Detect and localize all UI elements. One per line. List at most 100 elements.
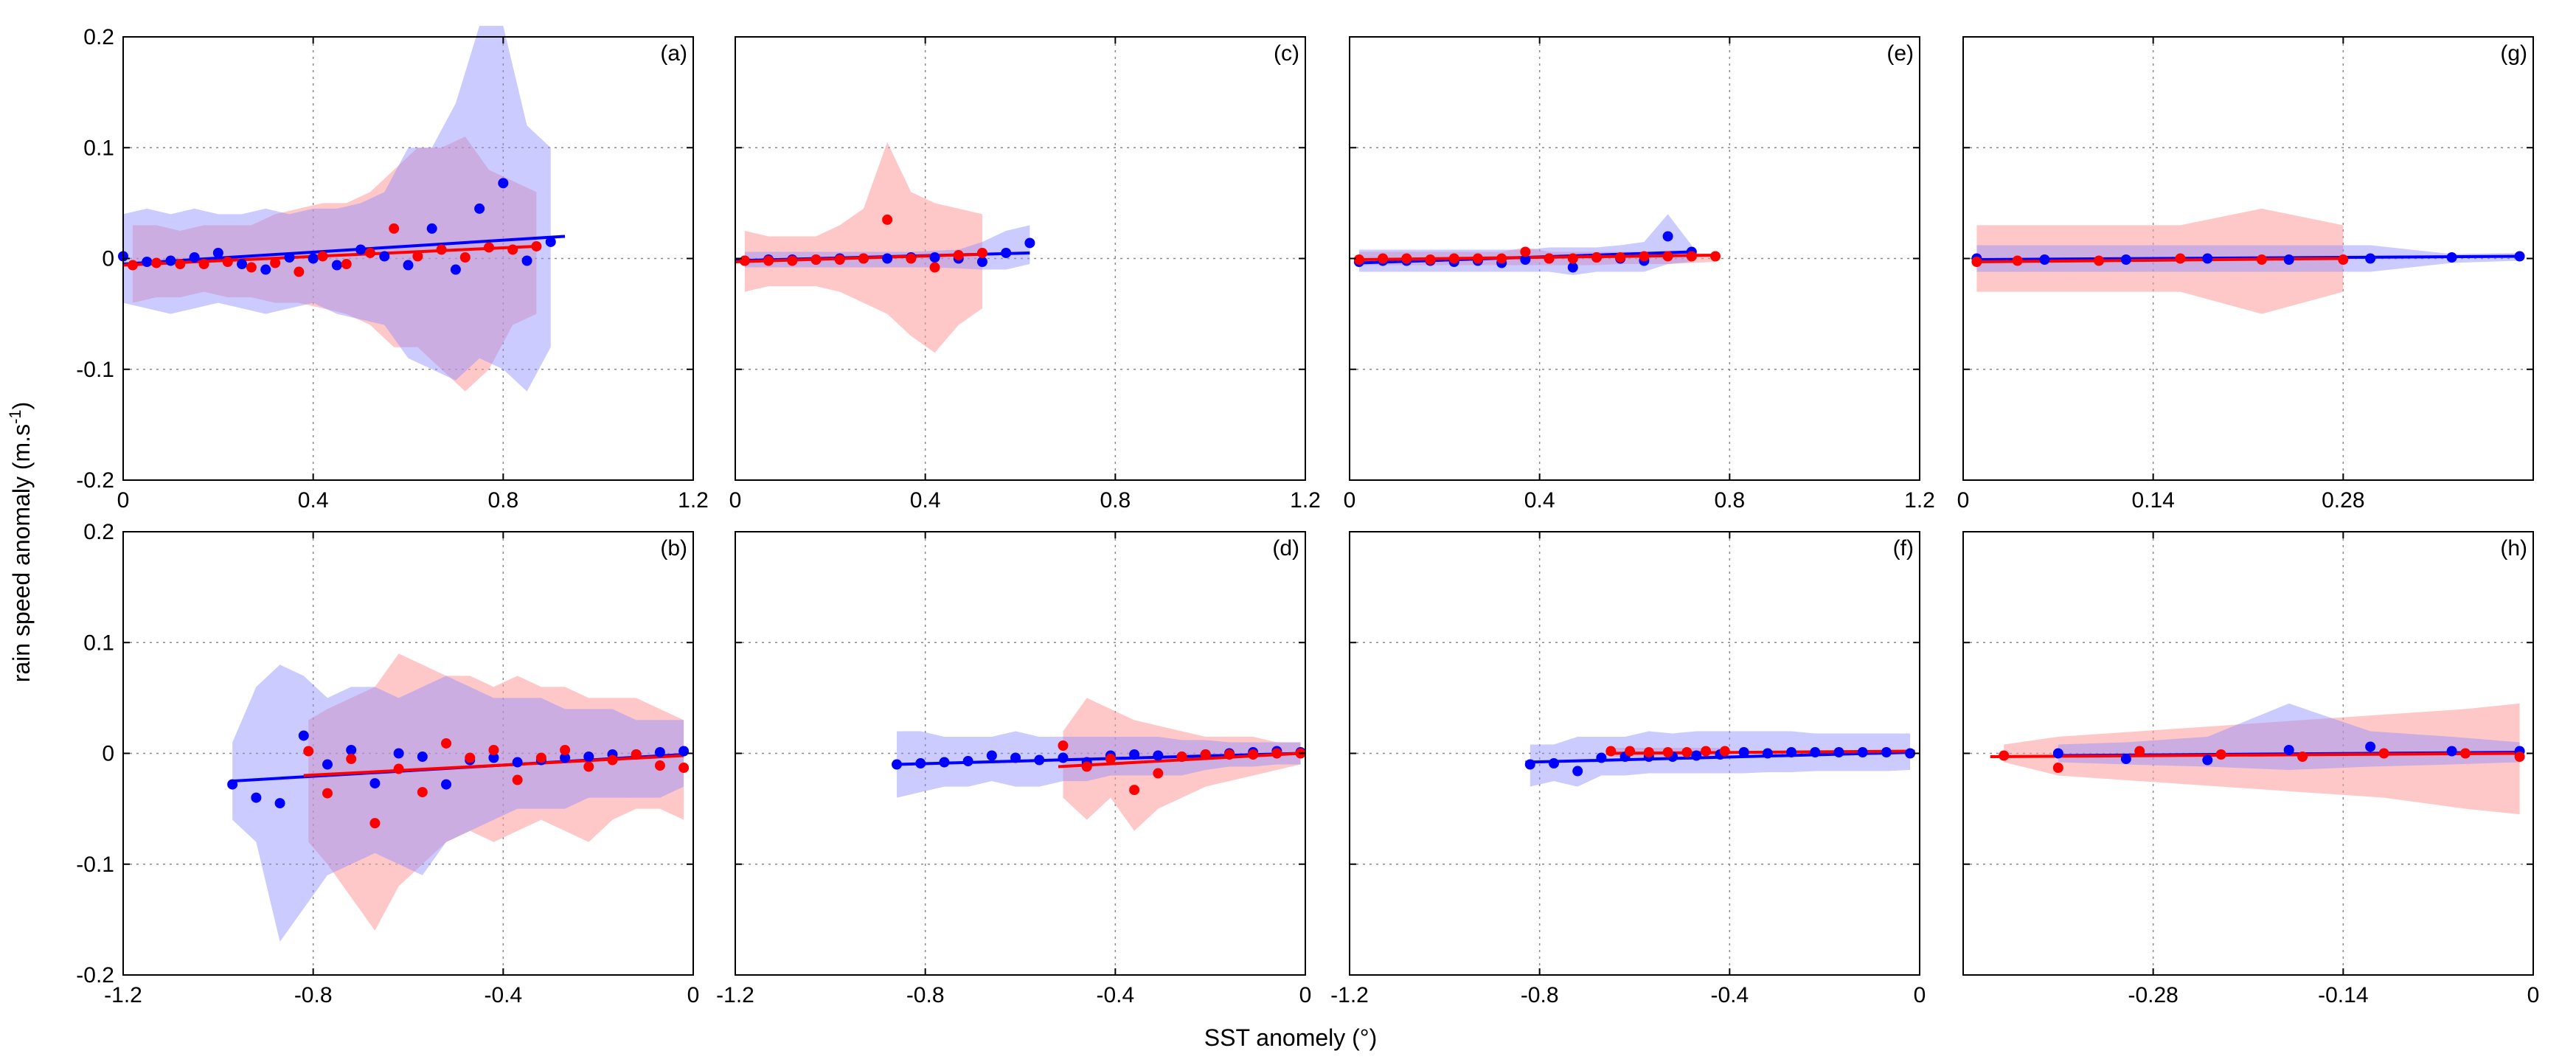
data-point-blue [2283,254,2294,266]
data-point-red [1378,253,1389,264]
data-point-red [2094,255,2105,266]
data-point-blue [393,748,404,759]
data-point-red [484,242,495,253]
x-tick-label: 0.4 [298,488,329,513]
x-tick-label: -1.2 [716,983,754,1007]
x-tick-label: 1.2 [1290,488,1321,513]
fit-line-red [122,244,537,267]
data-point-blue [1738,746,1749,757]
data-point-blue [1662,231,1673,242]
x-tick-label: -0.8 [294,983,333,1007]
band-red [2004,703,2520,815]
data-point-red [441,738,452,749]
data-point-blue [976,257,987,268]
data-point-red [531,240,542,251]
data-point-blue [678,746,690,757]
data-point-blue [251,792,262,803]
data-point-blue [1058,752,1069,763]
data-point-red [2256,254,2267,266]
fit-line-red [1976,257,2344,264]
data-point-red [1271,748,1282,759]
panel-d: -1.2 -0.8 -0.4 0 (d) [716,531,1312,1007]
data-point-blue [1024,237,1035,249]
x-tick-label: 0.4 [910,488,941,513]
data-point-red [535,752,546,763]
data-point-blue [1034,754,1045,766]
data-point-blue [2446,746,2457,757]
data-point-blue [2283,744,2294,755]
data-point-red [2459,748,2471,759]
band-red [744,142,982,353]
data-point-blue [2514,251,2525,262]
y-tick-label: -0.2 [76,468,114,493]
data-point-red [763,255,774,266]
data-point-blue [1153,750,1164,761]
x-tick-label: -0.28 [2128,983,2178,1007]
data-point-red [2338,254,2349,266]
data-point-blue [560,752,571,763]
data-point-blue [1833,746,1844,757]
data-point-red [303,746,314,757]
data-point-red [1662,251,1673,262]
panels: 0 0.4 0.8 1.2 -0.2 -0.1 0 0.1 0.2 (a) 0 0.4 0.8 1.2 (c… [76,25,2539,1007]
data-point-red [270,257,281,268]
data-point-blue [654,746,665,757]
panel-label: (g) [2500,41,2527,66]
data-point-red [1081,761,1092,772]
data-point-red [393,763,404,774]
x-tick-label: 0 [1957,488,1970,513]
data-point-red [222,257,233,268]
data-point-blue [939,757,950,768]
data-point-blue [1572,766,1583,777]
data-point-blue [1905,748,1916,759]
data-point-red [1129,785,1140,796]
data-point-blue [1810,746,1821,757]
data-point-blue [308,253,319,264]
data-point-blue [488,752,499,763]
data-point-red [810,254,822,266]
x-tick-label: 0 [1299,983,1312,1007]
panel-label: (h) [2500,536,2527,560]
data-point-blue [474,203,485,214]
fit-line-red [1990,752,2520,759]
x-tick-label: 0.14 [2131,488,2174,513]
panel-label: (a) [660,41,687,66]
data-point-blue [2120,754,2131,765]
data-point-red [1544,253,1555,264]
data-point-blue [346,744,357,755]
data-point-blue [1857,746,1868,757]
data-point-blue [1001,247,1012,258]
data-point-red [1567,253,1578,264]
data-point-red [488,744,499,755]
panel-label: (e) [1886,41,1914,66]
data-point-red [1200,749,1211,760]
data-point-red [1639,251,1650,262]
data-point-blue [583,752,594,763]
band-blue [123,25,551,392]
data-point-red [2175,253,2186,264]
data-point-red [1401,253,1412,264]
y-tick-label: 0 [102,742,114,766]
data-point-blue [369,778,381,789]
data-point-blue [2202,754,2213,766]
panel-e: 0 0.4 0.8 1.2 (e) [1344,36,1935,513]
x-tick-label: -0.8 [1521,983,1559,1007]
data-point-blue [1548,758,1559,769]
data-point-blue [441,779,452,790]
data-point-blue [2365,741,2376,752]
fit-line-red [303,754,684,777]
data-point-blue [512,757,523,768]
data-point-red [1520,246,1531,257]
x-tick-label: 0.28 [2322,488,2364,513]
data-point-red [507,244,518,255]
data-point-red [2215,749,2226,760]
data-point-blue [1596,752,1607,763]
data-point-blue [331,260,342,271]
data-point-blue [915,758,926,769]
data-point-blue [2052,748,2063,759]
data-point-red [929,262,940,273]
data-point-red [2134,746,2145,757]
data-point-red [631,749,642,760]
data-point-red [1496,253,1507,264]
data-point-red [1643,746,1654,757]
